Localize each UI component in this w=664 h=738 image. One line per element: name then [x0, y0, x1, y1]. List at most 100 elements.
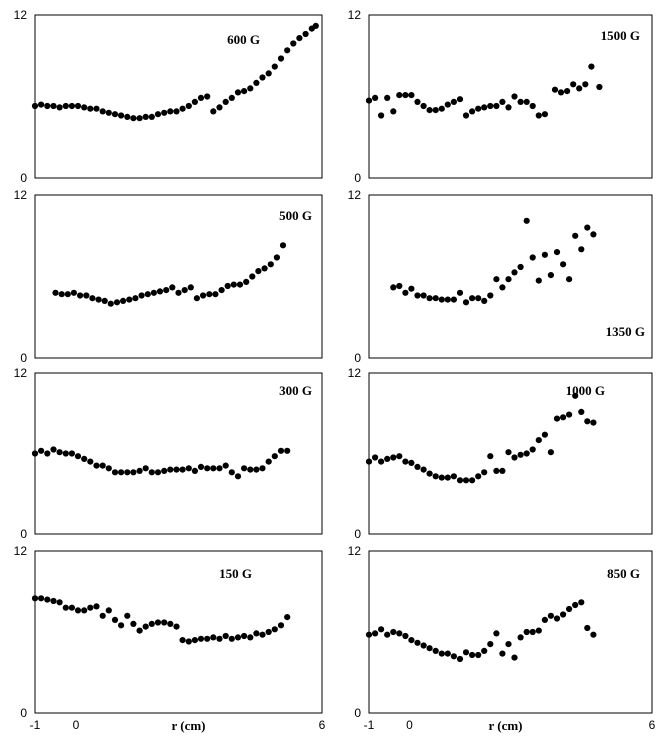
panel-label: 150 G [219, 566, 252, 581]
data-point [50, 446, 57, 453]
y-tick-label: 0 [354, 527, 361, 541]
data-point [372, 630, 379, 637]
data-point [590, 231, 597, 238]
data-point [426, 645, 433, 652]
y-tick-label: 0 [20, 706, 27, 720]
data-point [259, 631, 266, 638]
data-point [142, 623, 149, 630]
panel-label: 1350 G [606, 324, 645, 339]
data-point [408, 92, 415, 99]
data-point [228, 635, 235, 642]
data-point [384, 455, 391, 462]
data-point [576, 85, 583, 92]
data-point [271, 453, 278, 460]
y-tick-label: 12 [348, 188, 362, 202]
data-point [222, 462, 229, 469]
x-tick-label: -1 [364, 718, 375, 732]
data-point [138, 292, 145, 299]
data-point [487, 641, 494, 648]
data-point [68, 102, 75, 110]
data-point [426, 107, 433, 114]
data-point [148, 469, 155, 476]
data-point [81, 607, 88, 614]
data-point [529, 102, 536, 110]
data-point [265, 628, 272, 636]
data-point [38, 101, 45, 108]
panel-frame [34, 550, 323, 714]
data-point [74, 607, 82, 614]
data-point [438, 474, 445, 481]
data-point [179, 105, 186, 112]
data-point [154, 111, 162, 118]
panel-frame [368, 14, 653, 179]
data-point [438, 105, 445, 112]
data-point [378, 626, 385, 633]
x-tick-label: 0 [73, 718, 80, 732]
data-point [505, 276, 512, 283]
data-point [273, 254, 280, 261]
data-point [249, 273, 256, 280]
x-tick-label: 6 [649, 718, 656, 732]
data-point [83, 292, 90, 299]
data-point [420, 642, 427, 649]
data-point [167, 466, 174, 473]
y-tick-label: 0 [20, 351, 27, 365]
data-point [50, 597, 57, 605]
data-point [487, 292, 494, 299]
data-point [444, 101, 451, 108]
data-point [197, 94, 205, 101]
data-point [456, 655, 464, 663]
data-point [365, 458, 373, 465]
data-point [197, 635, 205, 642]
data-point [462, 477, 470, 484]
data-point [499, 650, 506, 657]
data-point [547, 449, 555, 456]
data-point [56, 599, 63, 606]
data-point [175, 289, 182, 296]
data-point [228, 469, 235, 476]
data-point [390, 628, 397, 636]
data-point [191, 98, 198, 105]
data-point [101, 297, 108, 304]
panel-1500-g: 0 12 1500 G [348, 8, 653, 185]
data-point [384, 631, 391, 638]
data-point [130, 469, 137, 476]
data-point [241, 465, 248, 472]
data-point [402, 632, 409, 640]
x-axis-label: r (cm) [171, 718, 205, 733]
data-point [136, 627, 143, 634]
data-point [107, 300, 114, 307]
data-point [204, 635, 211, 642]
y-tick-label: 12 [348, 544, 362, 558]
panel-1350-g: 0 12 1350 G [348, 188, 653, 365]
data-point [236, 281, 244, 288]
data-point [200, 292, 207, 299]
data-point [206, 291, 213, 298]
data-point [277, 447, 285, 454]
data-point [243, 278, 250, 285]
y-tick-label: 0 [20, 527, 27, 541]
data-point [547, 272, 555, 279]
data-point [408, 459, 415, 466]
y-tick-label: 12 [14, 366, 28, 380]
data-point [44, 102, 51, 110]
data-point [111, 616, 119, 624]
data-point [481, 647, 488, 655]
data-point [551, 86, 559, 93]
data-point [517, 98, 524, 105]
data-point [414, 463, 421, 470]
data-point [572, 232, 579, 239]
panel-1000-g: 0 12 1000 G [348, 366, 653, 541]
data-point [144, 291, 151, 298]
data-point [31, 102, 39, 110]
data-point [560, 611, 567, 618]
data-point [77, 292, 84, 299]
y-tick-label: 12 [14, 544, 28, 558]
data-point [271, 626, 278, 633]
data-point [284, 614, 291, 621]
data-point [259, 465, 266, 472]
data-point [111, 469, 119, 476]
data-point [126, 296, 133, 303]
y-tick-label: 12 [348, 8, 362, 22]
